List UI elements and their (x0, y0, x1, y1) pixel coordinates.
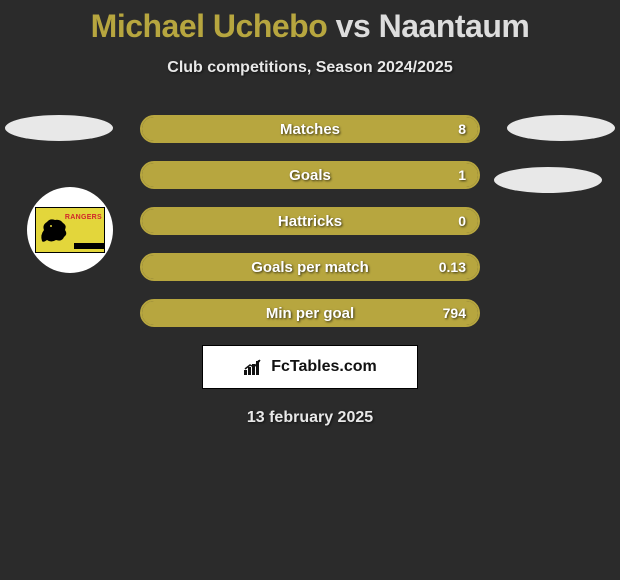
club-badge-stripe (74, 243, 104, 249)
title-vs: vs (336, 8, 371, 44)
stat-bar-value: 1 (458, 163, 466, 187)
club-badge-inner: RANGERS (35, 207, 105, 253)
stat-bars: Matches8Goals1Hattricks0Goals per match0… (140, 115, 480, 327)
date-text: 13 february 2025 (0, 409, 620, 427)
title-player1: Michael Uchebo (91, 8, 328, 44)
brand-text: FcTables.com (271, 358, 377, 376)
stat-bar: Goals per match0.13 (140, 253, 480, 281)
title-player2: Naantaum (379, 8, 530, 44)
stat-bar-label: Matches (142, 117, 478, 141)
stat-bar: Goals1 (140, 161, 480, 189)
brand-box[interactable]: FcTables.com (202, 345, 418, 389)
stat-bar-label: Goals (142, 163, 478, 187)
avatar-placeholder-right-1 (507, 115, 615, 141)
stat-bar: Matches8 (140, 115, 480, 143)
stat-bar-label: Min per goal (142, 301, 478, 325)
avatar-placeholder-right-2 (494, 167, 602, 193)
stat-bar-label: Hattricks (142, 209, 478, 233)
club-badge: RANGERS (27, 187, 113, 273)
stat-bar-value: 8 (458, 117, 466, 141)
club-badge-text: RANGERS (65, 214, 102, 221)
stat-bar-value: 0.13 (439, 255, 466, 279)
avatar-placeholder-left (5, 115, 113, 141)
stat-bar: Hattricks0 (140, 207, 480, 235)
subtitle: Club competitions, Season 2024/2025 (0, 59, 620, 77)
stat-bar-value: 0 (458, 209, 466, 233)
chart-icon (243, 358, 265, 376)
stat-bar-label: Goals per match (142, 255, 478, 279)
stat-bar-value: 794 (443, 301, 466, 325)
page-title: Michael Uchebo vs Naantaum (0, 0, 620, 45)
comparison-content: RANGERS Matches8 Goals1 Hattricks0 Goals pe… (0, 115, 620, 427)
stat-bar: Min per goal794 (140, 299, 480, 327)
